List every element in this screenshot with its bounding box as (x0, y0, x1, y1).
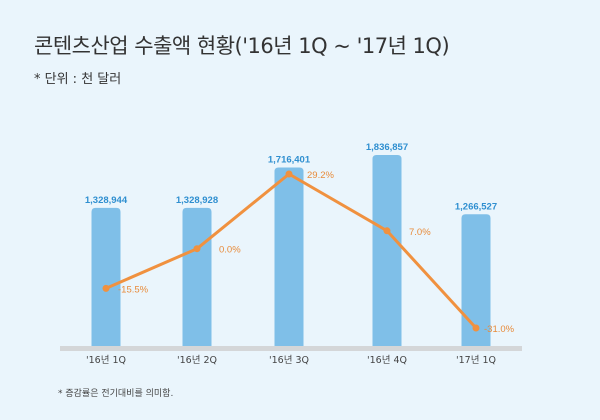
bar-value-label: 1,328,928 (176, 195, 218, 206)
bar (182, 207, 212, 346)
x-tick-label: '16년 4Q (367, 355, 407, 366)
growth-label: -31.0% (484, 324, 515, 335)
footnote: * 증감률은 전기대비를 의미함. (58, 389, 174, 399)
bar (91, 207, 121, 346)
bar (461, 214, 491, 346)
growth-label: -15.5% (118, 284, 149, 295)
x-tick-label: '16년 3Q (269, 355, 309, 366)
growth-label: 29.2% (307, 170, 334, 181)
x-tick-label: '16년 1Q (86, 355, 126, 366)
chart-title: 콘텐츠산업 수출액 현황('16년 1Q ~ '17년 1Q) (34, 34, 450, 58)
growth-point (193, 245, 201, 253)
x-tick-label: '17년 1Q (456, 355, 496, 366)
growth-label: 0.0% (219, 245, 241, 256)
bar-value-label: 1,328,944 (85, 195, 128, 206)
bar (372, 155, 402, 346)
bar-value-label: 1,716,401 (268, 155, 311, 166)
growth-point (285, 170, 293, 178)
growth-label: 7.0% (409, 227, 431, 238)
bar (274, 167, 304, 346)
bar-value-label: 1,266,527 (455, 201, 497, 212)
growth-point (472, 324, 480, 332)
growth-point (383, 227, 391, 235)
unit-label: * 단위 : 천 달러 (34, 72, 122, 87)
growth-point (102, 284, 110, 292)
bar-value-label: 1,836,857 (366, 142, 408, 153)
x-axis (60, 346, 522, 351)
x-tick-label: '16년 2Q (177, 355, 217, 366)
